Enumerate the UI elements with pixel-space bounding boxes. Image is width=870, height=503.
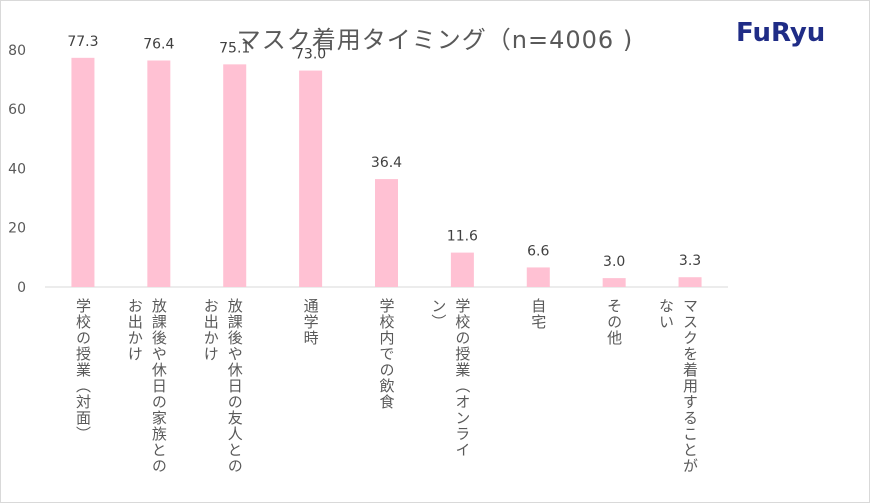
data-label: 76.4	[143, 36, 174, 52]
bar	[678, 277, 702, 287]
bar	[450, 252, 474, 287]
brand-logo: FuRyu	[736, 18, 826, 48]
category-label: その他	[605, 298, 624, 346]
bar	[147, 60, 171, 287]
category-label: 学校の授業（オンライ ン）	[429, 298, 472, 458]
bar	[71, 57, 95, 288]
category-label: 学校の授業（対面）	[73, 298, 92, 442]
data-label: 77.3	[67, 34, 98, 50]
data-label: 3.3	[679, 253, 701, 269]
y-tick-label: 60	[8, 102, 26, 118]
category-label: マスクを着用することが ない	[657, 298, 700, 474]
category-label: 自宅	[529, 298, 548, 330]
category-label: 通学時	[301, 298, 320, 346]
bar	[602, 278, 626, 287]
y-tick-label: 40	[8, 161, 26, 177]
bar	[526, 267, 550, 287]
data-label: 11.6	[447, 229, 478, 245]
data-label: 3.0	[603, 254, 625, 270]
category-label: 放課後や休日の友人との お出かけ	[201, 298, 244, 474]
y-tick-label: 20	[8, 221, 26, 237]
data-label: 6.6	[527, 243, 549, 259]
bar	[223, 64, 247, 287]
chart-title: マスク着用タイミング（n=4006 )	[236, 26, 634, 54]
y-tick-label: 0	[17, 280, 26, 296]
bar	[299, 70, 323, 287]
category-label: 学校内での飲食	[377, 298, 396, 410]
y-tick-label: 80	[8, 43, 26, 59]
data-label: 75.1	[219, 40, 250, 56]
bar	[375, 179, 398, 287]
data-label: 36.4	[371, 155, 402, 171]
data-label: 73.0	[295, 47, 326, 63]
category-label: 放課後や休日の家族との お出かけ	[125, 298, 168, 474]
